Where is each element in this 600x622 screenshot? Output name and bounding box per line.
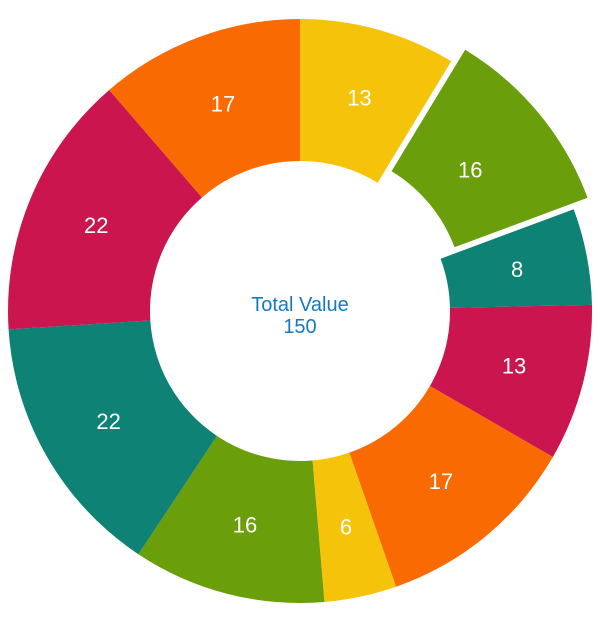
center-label-value: 150 (283, 316, 316, 338)
donut-slice-1[interactable] (391, 49, 588, 248)
donut-slice-8[interactable] (8, 89, 202, 330)
donut-slice-9[interactable] (109, 18, 300, 198)
donut-slice-2[interactable] (440, 209, 592, 308)
donut-slice-5[interactable] (312, 452, 397, 602)
center-label-title: Total Value (251, 294, 348, 316)
donut-slice-0[interactable] (300, 19, 452, 183)
donut-slice-3[interactable] (429, 304, 593, 457)
donut-slice-4[interactable] (349, 386, 553, 587)
donut-slice-6[interactable] (138, 435, 325, 604)
donut-slice-7[interactable] (8, 320, 217, 555)
